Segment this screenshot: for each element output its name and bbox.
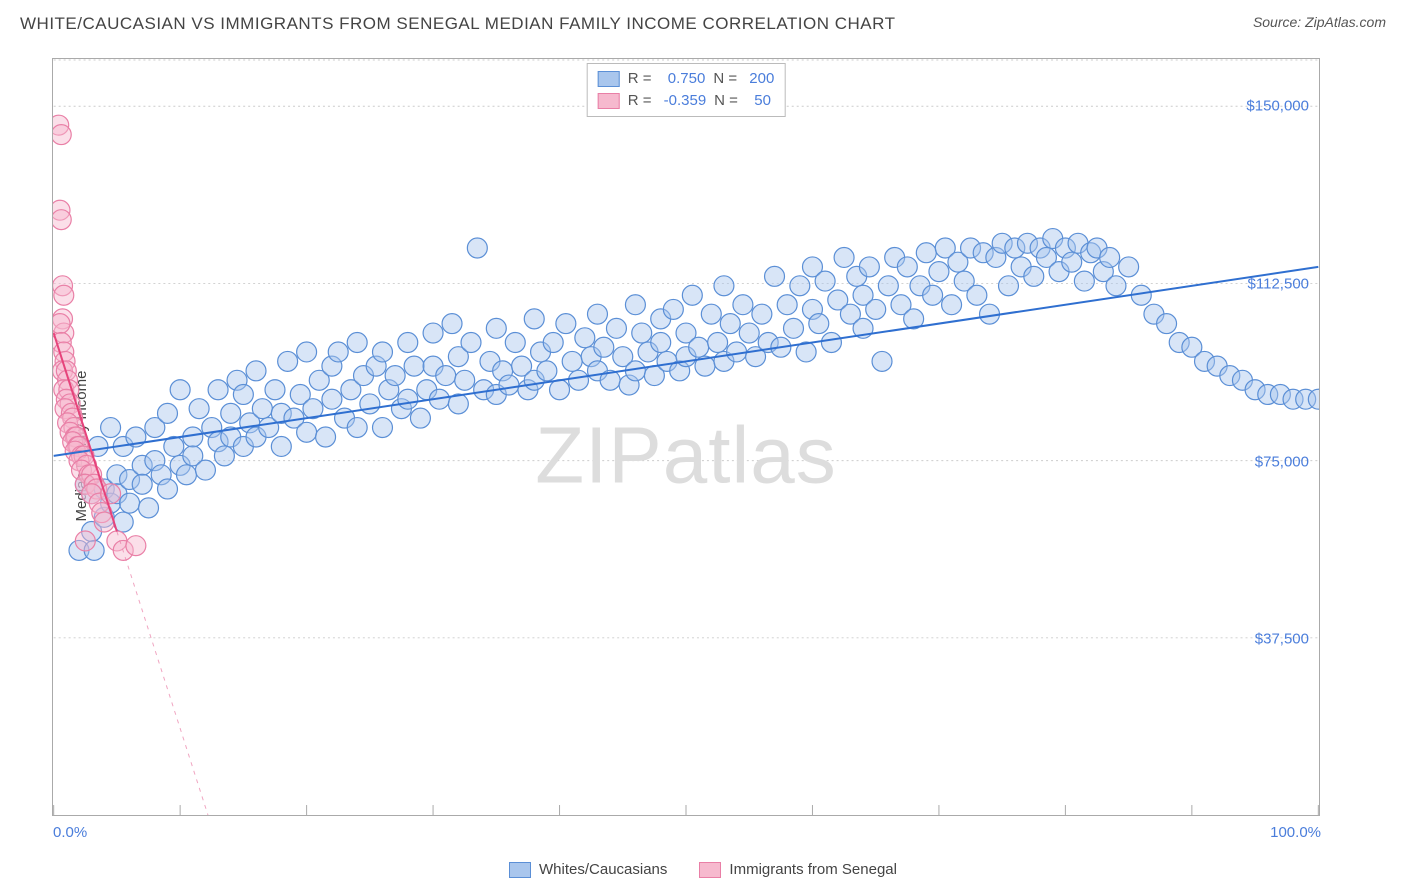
y-tick-label: $75,000 [1255, 453, 1309, 470]
series-legend: Whites/Caucasians Immigrants from Senega… [0, 861, 1406, 878]
scatter-chart [53, 59, 1319, 815]
legend-row-series-2: R = -0.359 N = 50 [598, 90, 775, 112]
x-tick-label: 100.0% [1270, 824, 1321, 841]
legend-item-2: Immigrants from Senegal [699, 861, 897, 878]
swatch-series-2 [598, 93, 620, 109]
swatch-icon [509, 862, 531, 878]
y-tick-label: $37,500 [1255, 631, 1309, 648]
swatch-series-1 [598, 71, 620, 87]
swatch-icon [699, 862, 721, 878]
y-tick-label: $112,500 [1248, 276, 1309, 293]
legend-item-1: Whites/Caucasians [509, 861, 667, 878]
x-tick-label: 0.0% [53, 824, 87, 841]
chart-plot-area: ZIPatlas R = 0.750 N = 200 R = -0.359 N … [52, 58, 1320, 816]
chart-title: WHITE/CAUCASIAN VS IMMIGRANTS FROM SENEG… [20, 14, 895, 34]
chart-source: Source: ZipAtlas.com [1253, 14, 1386, 30]
correlation-legend: R = 0.750 N = 200 R = -0.359 N = 50 [587, 63, 786, 117]
legend-row-series-1: R = 0.750 N = 200 [598, 68, 775, 90]
y-tick-label: $150,000 [1246, 98, 1309, 115]
chart-header: WHITE/CAUCASIAN VS IMMIGRANTS FROM SENEG… [20, 14, 1386, 34]
